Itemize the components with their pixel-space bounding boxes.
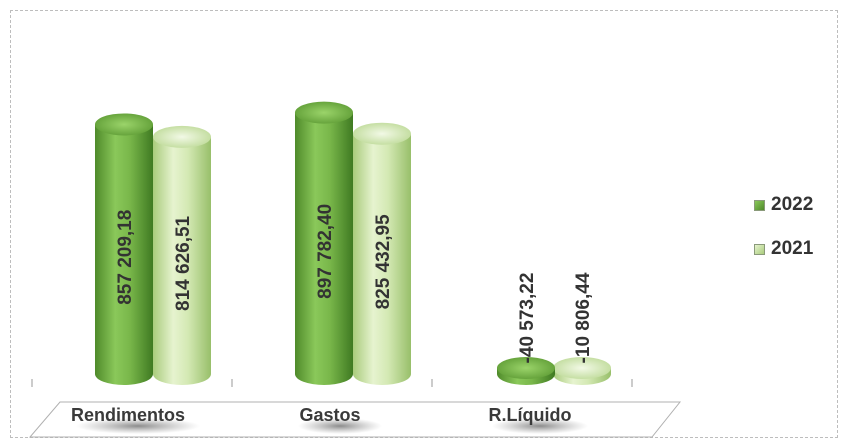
legend-item-2021: 2021 [754,238,813,260]
legend-swatch-2022 [754,199,765,211]
bar-top [497,357,555,379]
bar-2022-rlquido [497,357,555,385]
bar-top [295,101,353,124]
bars-group [95,101,611,385]
label-shadows [76,418,588,434]
bar-top [353,122,411,145]
category-label-shadow [298,418,382,434]
bar-base [153,363,211,385]
category-labels: Rendimentos Gastos R.Líquido [71,405,572,425]
legend: 2022 2021 [754,194,813,260]
legend-swatch-2021 [754,243,765,255]
bar-top [153,125,211,148]
bar-top [553,357,611,379]
category-label: Rendimentos [71,405,185,425]
legend-label-2022: 2022 [771,194,814,215]
category-label-shadow [76,418,200,434]
bar-body [295,112,353,374]
value-label: 814 626,51 [173,215,194,311]
legend-label-2021: 2021 [771,238,814,259]
bar-base [353,363,411,385]
bar-body [95,124,153,375]
bar-2021-rlquido [553,357,611,385]
bar-base [95,363,153,385]
category-label-shadow [492,418,588,434]
value-label: 825 432,95 [373,214,394,310]
bar-top [95,113,153,136]
value-label: 897 782,40 [315,204,336,299]
bar-body [353,133,411,374]
category-label: Gastos [299,405,360,425]
bar-2021-rendimentos [153,125,211,385]
bar-2021-gastos [353,122,411,385]
value-label: -40 573,22 [517,273,538,364]
axis-ticks [31,379,633,387]
bar-base [295,363,353,385]
value-label: -10 806,44 [573,272,594,363]
bar-2022-gastos [295,101,353,385]
category-label: R.Líquido [489,405,572,425]
bar-2022-rendimentos [95,113,153,385]
value-label: 857 209,18 [115,210,136,305]
bar-body [153,136,211,374]
value-labels: 814 626,51 857 209,18 825 432,95 897 782,40… [115,204,594,364]
legend-item-2022: 2022 [754,194,813,216]
